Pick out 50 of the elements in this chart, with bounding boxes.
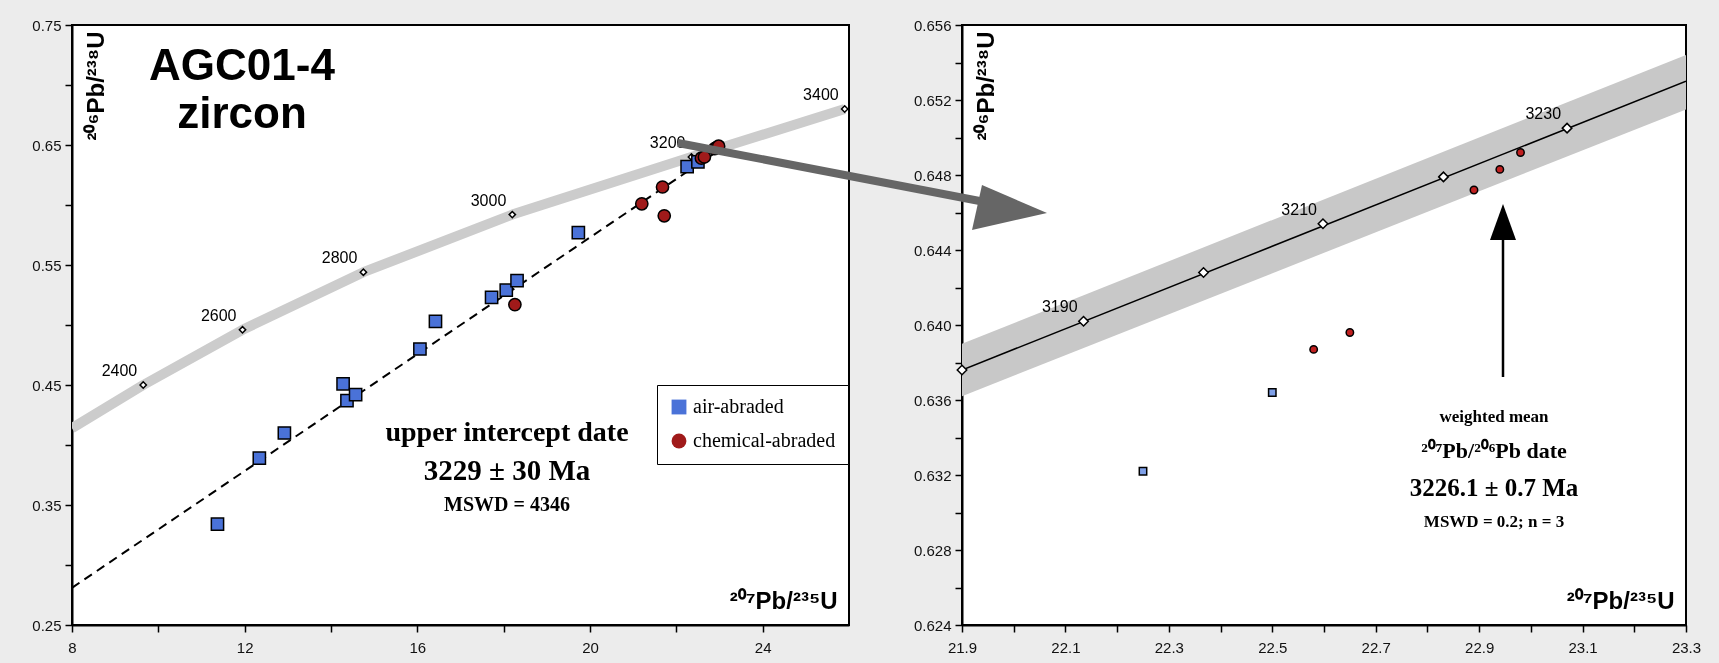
x-tick-label: 22.3 <box>1154 638 1184 656</box>
annotation: 3000 <box>470 191 507 209</box>
annotation: 3229 ± 30 Ma <box>423 454 591 486</box>
y-axis-title: ²⁰⁶Pb/²³⁸U <box>971 31 999 141</box>
x-tick-label: 24 <box>754 638 772 656</box>
y-tick-label: 0.644 <box>913 241 952 259</box>
x-tick-label: 22.5 <box>1258 638 1288 656</box>
y-axis-title: ²⁰⁶Pb/²³⁸U <box>81 31 109 141</box>
x-tick-label: 12 <box>236 638 254 656</box>
y-tick-label: 0.55 <box>32 256 62 274</box>
x-tick-label: 22.7 <box>1361 638 1391 656</box>
text: AGC01-4 zircon <box>149 40 336 137</box>
x-tick-label: 20 <box>582 638 599 656</box>
y-tick-label: 0.656 <box>913 16 952 34</box>
annotation: ²⁰⁷Pb/²⁰⁶Pb date <box>1421 438 1568 463</box>
annotation: MSWD = 4346 <box>444 493 570 515</box>
legend-label: chemical-abraded <box>693 429 836 451</box>
annotation: MSWD = 0.2; n = 3 <box>1423 512 1565 531</box>
x-tick-label: 21.9 <box>947 638 978 656</box>
y-tick-label: 0.45 <box>32 376 62 394</box>
annotation: 2400 <box>101 362 138 379</box>
y-tick-label: 0.640 <box>913 316 952 334</box>
x-tick-label: 22.9 <box>1465 638 1495 656</box>
annotation: 3210 <box>1281 200 1318 218</box>
y-tick-label: 0.65 <box>32 136 62 154</box>
annotation: weighted mean <box>1439 407 1550 426</box>
y-tick-label: 0.25 <box>32 616 62 634</box>
y-tick-label: 0.35 <box>32 496 62 514</box>
annotation: 3190 <box>1041 298 1078 316</box>
x-tick-label: 16 <box>409 638 427 656</box>
x-tick-label: 23.3 <box>1671 638 1702 656</box>
annotation: 3230 <box>1525 105 1562 123</box>
y-tick-label: 0.648 <box>913 166 952 184</box>
y-tick-label: 0.632 <box>913 466 952 484</box>
x-axis-title: ²⁰⁷Pb/²³⁵U <box>1566 586 1675 614</box>
legend-label: air-abraded <box>693 395 784 417</box>
y-tick-label: 0.75 <box>32 16 62 34</box>
y-tick-label: 0.652 <box>913 91 952 109</box>
annotation: 3226.1 ± 0.7 Ma <box>1409 474 1579 501</box>
annotation: 2600 <box>200 306 237 324</box>
x-tick-label: 8 <box>68 638 77 656</box>
x-axis-title: ²⁰⁷Pb/²³⁵U <box>729 586 838 614</box>
annotation: upper intercept date <box>385 416 629 447</box>
y-tick-label: 0.636 <box>913 391 952 409</box>
annotation: 2800 <box>321 249 358 267</box>
y-tick-label: 0.624 <box>913 616 952 634</box>
x-tick-label: 22.1 <box>1051 638 1081 656</box>
x-tick-label: 23.1 <box>1568 638 1598 656</box>
y-tick-label: 0.628 <box>913 541 952 559</box>
annotation: 3400 <box>803 86 839 103</box>
